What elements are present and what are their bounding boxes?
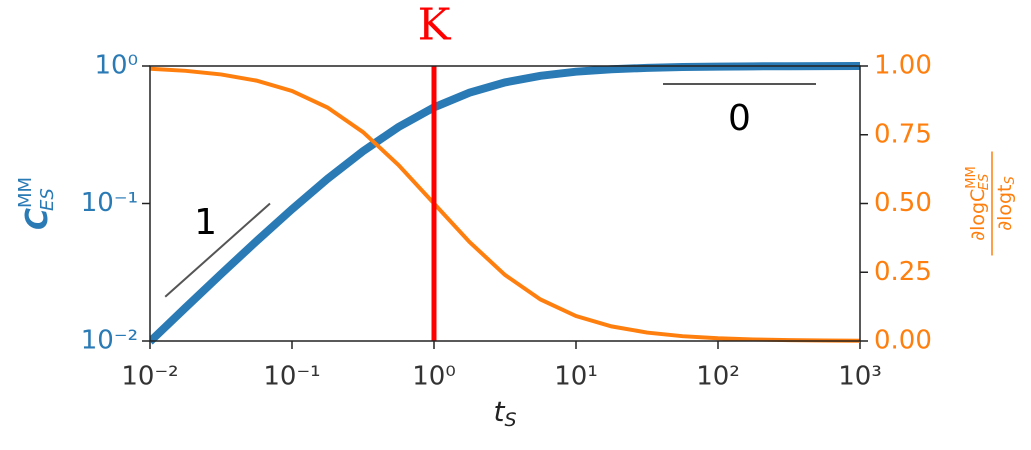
x-axis-label-main: t xyxy=(493,395,505,428)
slope-label: 0 xyxy=(728,98,751,139)
y2-axis-label: ∂logCMMES∂logtS xyxy=(964,151,1018,256)
y2-tick-label: 0.00 xyxy=(874,326,932,356)
y2-axis-label-numerator: ∂logCMMES xyxy=(964,166,992,241)
y-axis-label: CMMES xyxy=(15,177,58,230)
y2-tick-label: 0.50 xyxy=(874,188,932,218)
y2-label-den-main: ∂logt xyxy=(994,185,1016,231)
x-tick-label: 10¹ xyxy=(554,362,598,392)
series-line xyxy=(150,66,860,343)
k-label: K xyxy=(418,0,452,51)
y2-label-num-sup: MM xyxy=(964,166,979,188)
x-tick-label: 10⁻¹ xyxy=(263,362,320,392)
series-line xyxy=(150,62,860,345)
y2-label-num-main: ∂logC xyxy=(967,189,989,241)
y-tick-label: 10⁻¹ xyxy=(81,188,138,218)
y-tick-label: 10⁻² xyxy=(81,326,138,356)
x-axis-label: tS xyxy=(493,395,516,431)
x-axis-label-sub: S xyxy=(504,409,516,431)
y2-label-den-sub: S xyxy=(1003,176,1018,184)
slope-label: 1 xyxy=(194,202,217,243)
plot-frame xyxy=(149,65,861,342)
y2-tick-label: 0.75 xyxy=(874,119,932,149)
x-tick-label: 10⁻² xyxy=(121,362,178,392)
x-tick-label: 10³ xyxy=(838,362,882,392)
y2-label-num-sub: ES xyxy=(977,174,992,190)
y-tick-label: 10⁰ xyxy=(94,51,138,81)
x-tick-label: 10² xyxy=(696,362,740,392)
y-axis-label-sup: MM xyxy=(15,177,36,208)
x-tick-label: 10⁰ xyxy=(412,362,456,392)
y2-tick-label: 1.00 xyxy=(874,51,932,81)
y-axis-label-main: C xyxy=(20,208,55,230)
y2-axis-label-denominator: ∂logtS xyxy=(994,176,1018,231)
y2-tick-label: 0.25 xyxy=(874,257,932,287)
slope-line xyxy=(164,202,271,298)
y-axis-label-sub: ES xyxy=(37,188,58,211)
